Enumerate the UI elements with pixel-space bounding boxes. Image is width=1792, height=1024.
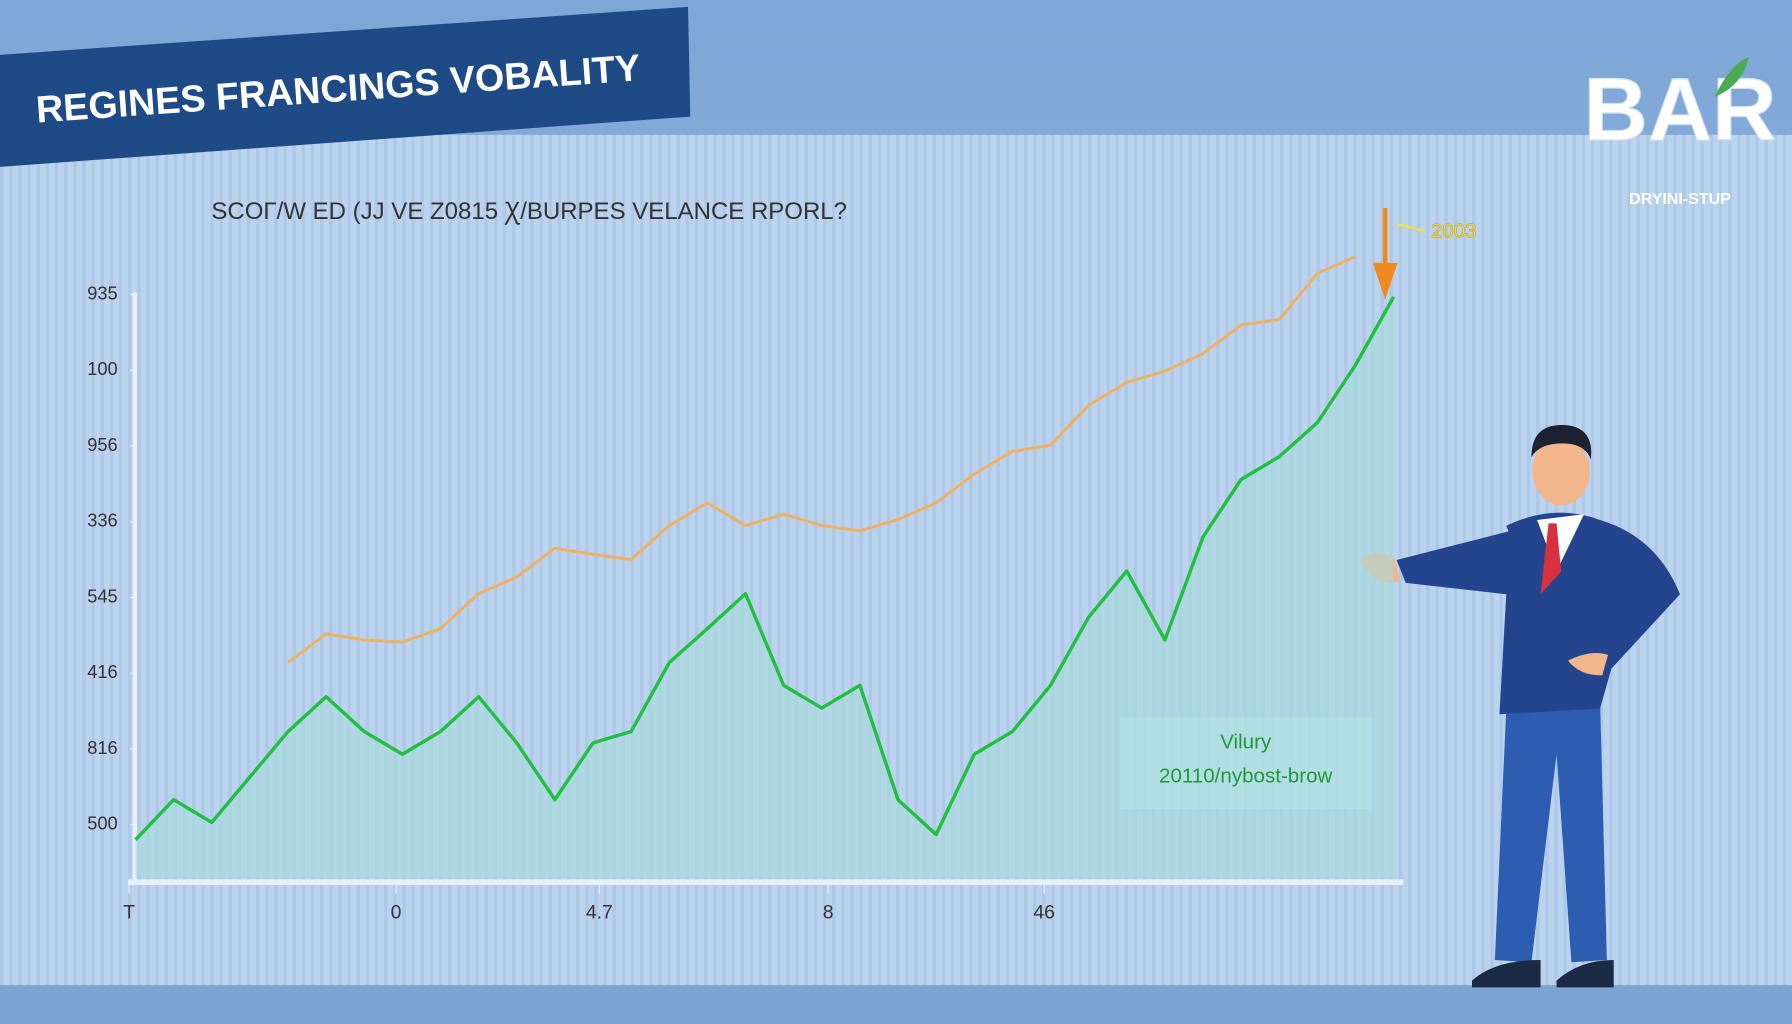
y-tick-label: 416 xyxy=(87,661,117,682)
logo-caption: DRYINI-STUP xyxy=(1629,191,1731,208)
footer-band xyxy=(0,985,1792,1024)
annotation-leader xyxy=(1396,222,1425,232)
banner xyxy=(0,6,691,167)
y-tick-label: 500 xyxy=(87,813,117,834)
legend-text: Vilury xyxy=(1220,730,1272,753)
y-tick-label: 956 xyxy=(87,434,117,455)
legend-text: 20110/nybost-brow xyxy=(1159,765,1333,788)
line xyxy=(134,296,1396,842)
x-tick-label: 46 xyxy=(1033,901,1055,923)
x-tick-label: 0 xyxy=(391,901,402,923)
y-tick-label: 935 xyxy=(87,282,117,303)
x-tick-label: T xyxy=(123,901,135,923)
y-tick-label: 100 xyxy=(87,358,117,379)
logo-mark: BAR xyxy=(1583,59,1776,159)
x-tick-label: 8 xyxy=(823,901,834,923)
annotation-arrow xyxy=(1372,208,1398,300)
x-tick-label: 4.7 xyxy=(586,901,613,923)
chart-title: SCOΓ/W ED (JJ VE Z0815 Ꭓ/BURPES VELANCE … xyxy=(211,198,847,225)
area xyxy=(135,296,1394,878)
presenter xyxy=(1360,425,1680,988)
y-tick-label: 545 xyxy=(87,585,117,606)
line xyxy=(287,255,1357,664)
logo-leaf xyxy=(1714,57,1749,98)
y-tick-label: 816 xyxy=(87,737,117,758)
y-tick-label: 336 xyxy=(87,510,117,531)
annotation: 2003 xyxy=(1431,219,1477,242)
